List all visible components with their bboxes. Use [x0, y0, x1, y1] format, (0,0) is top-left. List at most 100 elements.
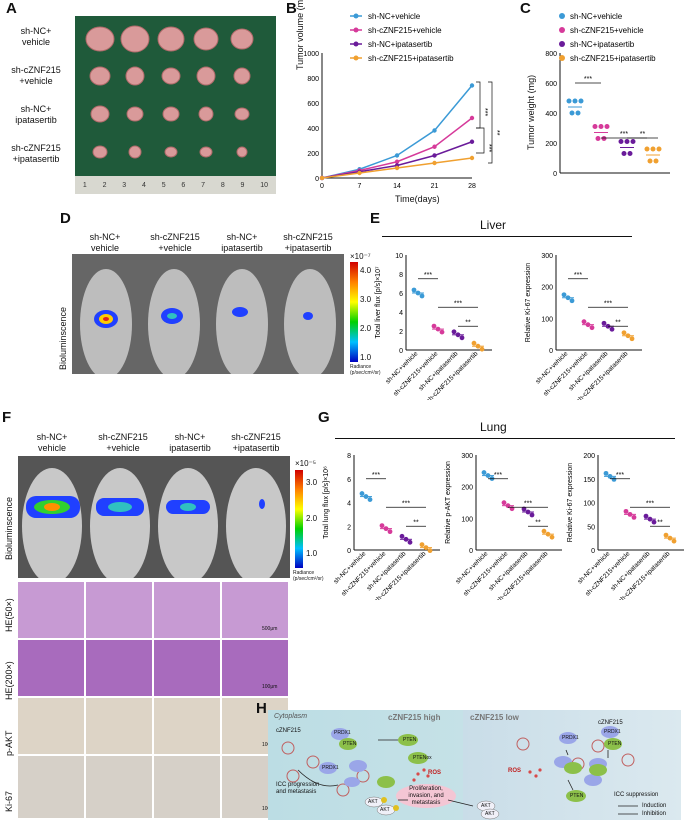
g1-point [363, 494, 369, 499]
g2-point [521, 506, 527, 512]
ruler-tick: 7 [201, 181, 206, 189]
c-point [621, 151, 627, 156]
c-legend-label: sh-NC+ipatasertib [570, 40, 635, 49]
ruler-tick: 4 [142, 181, 146, 189]
c-point [656, 146, 662, 152]
h-induction: Induction [642, 803, 667, 809]
c-legend-label: sh-cZNF215+ipatasertib [570, 54, 656, 63]
g3-ytick: 150 [583, 477, 595, 484]
e1-point [419, 293, 425, 299]
ruler-tick: 1 [82, 181, 87, 189]
h-akt-4: AKT [485, 811, 495, 817]
f-group-1: sh-NC+ vehicle [36, 432, 68, 453]
panel-g-label: G [318, 409, 330, 426]
g3-point [607, 473, 613, 479]
h-ptenox: PTENox [413, 755, 432, 761]
b-sig-bracket [476, 127, 485, 154]
h-pten-1: PTEN [343, 741, 357, 747]
g1-ytick: 0 [347, 548, 351, 555]
panel-b-label: B [286, 0, 297, 17]
scale-tick: 3.0 [360, 295, 372, 304]
g3-sig-label: ** [657, 519, 663, 526]
b-xtick: 21 [431, 183, 439, 190]
h-inhibition: Inhibition [642, 811, 667, 817]
e1-ytick: 6 [399, 291, 403, 298]
e1-sig-label: ** [465, 319, 471, 326]
b-ytick: 400 [307, 126, 319, 133]
f-tissue-tile [18, 756, 84, 818]
d-group-2: sh-cZNF215 +vehicle [150, 232, 200, 253]
g3-sig-label: *** [646, 500, 654, 507]
e2-ytick: 300 [541, 253, 553, 260]
g2-point [501, 500, 507, 506]
ruler-tick: 5 [161, 181, 166, 189]
h-suppression: ICC suppression [614, 792, 659, 798]
f-tissue-tile [86, 698, 152, 754]
c-point [592, 124, 598, 129]
h-high: cZNF215 high [388, 713, 441, 722]
g3-sig-label: *** [616, 472, 624, 479]
b-point [469, 83, 475, 88]
h-akt-2: AKT [380, 807, 390, 813]
e1-ylabel: Total liver flux [p/s]×10⁷ [375, 266, 382, 338]
scale-tick: 2.0 [360, 324, 372, 333]
panel-e-label: E [370, 210, 381, 227]
f-row-label-4: p-AKT [4, 730, 14, 756]
scale-tick: 4.0 [360, 266, 372, 275]
f-row-label-2: HE(50×) [4, 598, 14, 632]
e1-ytick: 4 [399, 310, 403, 317]
f-scale-top: ×10⁻⁵ [295, 459, 317, 468]
b-ytick: 200 [307, 151, 319, 158]
e1-ytick: 0 [399, 348, 403, 355]
c-point [572, 98, 578, 104]
g1-point [419, 542, 425, 548]
g-title: Lung [480, 420, 507, 434]
g3-point [671, 538, 677, 544]
g2-point [525, 509, 531, 515]
d-scale-ticks: 4.0 3.0 2.0 1.0 [360, 266, 371, 362]
g1-sig-label: *** [372, 472, 380, 479]
c-ylabel: Tumor weight (mg) [526, 74, 536, 150]
f-bio-image [18, 456, 290, 578]
g2-point [481, 470, 487, 475]
b-legend-label: sh-cZNF215+ipatasertib [368, 54, 454, 63]
panel-b-chart: 0 200 400 600 800 1000 0 7 14 21 28 sh-NC+vehicle sh… [303, 12, 500, 190]
c-ytick: 400 [545, 111, 557, 118]
b-point [432, 160, 437, 166]
ruler-tick: 9 [240, 181, 245, 189]
f-tissue-tile [222, 582, 288, 638]
c-point [575, 110, 581, 116]
scale-tick: 1.0 [306, 549, 318, 558]
h-czn-left: cZNF215 [276, 728, 301, 734]
b-point [357, 170, 362, 176]
c-sig-label: *** [620, 131, 628, 138]
panel-a-label: A [6, 0, 17, 17]
f-row-label-1: Bioluminscence [4, 496, 14, 560]
h-shapes [281, 726, 638, 820]
g3-point [623, 508, 629, 514]
group-label-4: sh-cZNF215 +ipatasertib [11, 143, 61, 164]
b-legend-marker [353, 27, 359, 33]
g1-point [427, 548, 433, 554]
f-row-label-5: Ki-67 [4, 790, 14, 812]
g3-ytick: 0 [591, 548, 595, 555]
ruler-tick: 2 [102, 181, 107, 189]
e1-point [451, 329, 457, 335]
e2-point [565, 295, 571, 301]
g1-ytick: 2 [347, 524, 351, 531]
c-ytick: 800 [545, 51, 557, 58]
b-xtick: 14 [393, 183, 401, 190]
h-prdx1-1: PRDX1 [334, 730, 351, 736]
g3-ylabel: Relative Ki-67 expression [567, 463, 574, 542]
g3-point [647, 516, 653, 522]
g1-point [359, 491, 365, 496]
g1-point [399, 533, 405, 539]
h-low: cZNF215 low [470, 713, 519, 722]
f-tissue-tile [18, 640, 84, 696]
e1-point [479, 346, 485, 352]
g2-ytick: 300 [461, 453, 473, 460]
e2-ytick: 0 [549, 348, 553, 355]
c-point [598, 124, 604, 129]
e2-ytick: 100 [541, 316, 553, 323]
